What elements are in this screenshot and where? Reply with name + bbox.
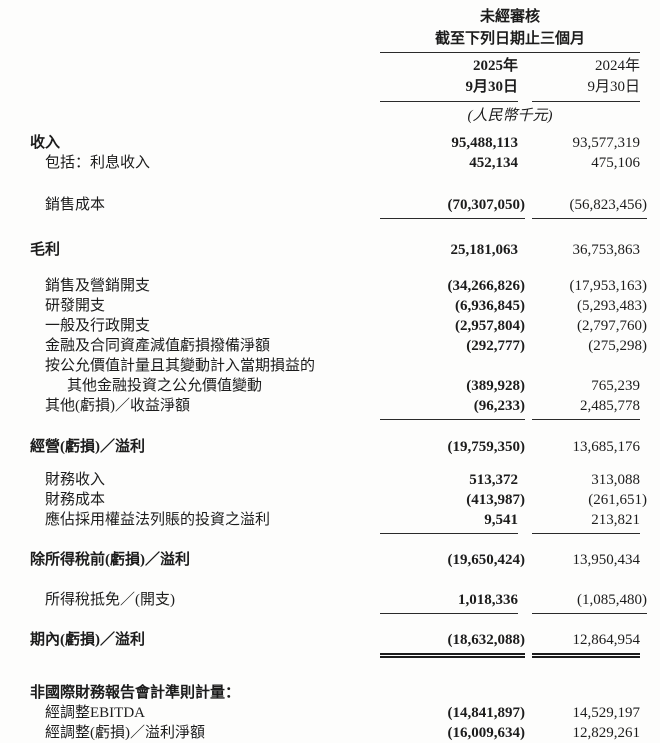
- value-2025: 1,018,336: [380, 590, 518, 614]
- row-label: 研發開支: [45, 298, 106, 314]
- table-row: 其他金融投資之公允價值變動 (389,928) 765,239: [30, 376, 640, 396]
- row-label: 所得稅抵免／(開支): [45, 592, 175, 608]
- value-2024: 213,821: [532, 510, 640, 534]
- column-header-2025-year: 2025年: [472, 58, 518, 74]
- row-label: 經調整(虧損)／溢利淨額: [45, 725, 205, 741]
- header-rule: [380, 50, 640, 53]
- value-2025: (18,632,088): [380, 630, 525, 658]
- column-header-2025-date: 9月30日: [380, 77, 518, 102]
- table-row: 包括：利息收入 452,134 475,106: [30, 153, 640, 173]
- value-2024: 14,529,197: [572, 705, 641, 721]
- value-2025: 25,181,063: [450, 242, 519, 258]
- value-2025: (19,759,350): [447, 439, 526, 455]
- table-row: 銷售及營銷開支 (34,266,826) (17,953,163): [30, 276, 647, 296]
- table-row: 其他(虧損)／收益淨額 (96,233) 2,485,778: [30, 396, 640, 420]
- table-row: 收入 95,488,113 93,577,319: [30, 133, 640, 153]
- value-2024: (2,797,760): [577, 318, 647, 334]
- value-2024: 313,088: [591, 472, 640, 488]
- row-label: 財務收入: [45, 472, 106, 488]
- table-row: 除所得稅前(虧損)／溢利 (19,650,424) 13,950,434: [30, 550, 640, 570]
- row-label: 經調整EBITDA: [45, 705, 145, 721]
- value-2025: 452,134: [469, 155, 518, 171]
- row-label: 收入: [30, 135, 61, 151]
- value-2025: (6,936,845): [455, 298, 525, 314]
- value-2025: (292,777): [466, 338, 525, 354]
- table-row: 應佔採用權益法列賬的投資之溢利 9,541 213,821: [30, 510, 640, 534]
- value-2024: (1,085,480): [532, 590, 647, 614]
- value-2025: (70,307,050): [380, 195, 525, 219]
- table-row: 毛利 25,181,063 36,753,863: [30, 240, 640, 260]
- row-label: 應佔採用權益法列賬的投資之溢利: [45, 512, 271, 528]
- row-label: 毛利: [30, 242, 61, 258]
- table-row: 研發開支 (6,936,845) (5,293,483): [30, 296, 647, 316]
- table-row: 期內(虧損)／溢利 (18,632,088) 12,864,954: [30, 630, 640, 658]
- table-row: 金融及合同資產減值虧損撥備淨額 (292,777) (275,298): [30, 336, 647, 356]
- value-2024: 2,485,778: [532, 396, 640, 420]
- table-row: 所得稅抵免／(開支) 1,018,336 (1,085,480): [30, 590, 647, 614]
- value-2024: (5,293,483): [577, 298, 647, 314]
- value-2025: (16,009,634): [447, 725, 526, 741]
- row-label: 非國際財務報告會計準則計量：: [30, 685, 241, 701]
- value-2024: 12,864,954: [532, 630, 640, 658]
- unaudited-label: 未經審核: [479, 9, 540, 25]
- value-2025: 9,541: [380, 510, 518, 534]
- currency-note: (人民幣千元): [467, 108, 553, 124]
- value-2024: (261,651): [588, 492, 647, 508]
- table-row: 經調整(虧損)／溢利淨額 (16,009,634) 12,829,261: [30, 723, 640, 743]
- value-2025: (19,650,424): [447, 552, 526, 568]
- column-header-2024-date: 9月30日: [532, 77, 640, 102]
- row-label: 銷售及營銷開支: [45, 278, 151, 294]
- row-label: 財務成本: [45, 492, 106, 508]
- table-row: 一般及行政開支 (2,957,804) (2,797,760): [30, 316, 647, 336]
- value-2024: (56,823,456): [532, 195, 647, 219]
- value-2025: (413,987): [466, 492, 525, 508]
- value-2025: 513,372: [469, 472, 518, 488]
- value-2024: 13,685,176: [572, 439, 641, 455]
- statement-table: 收入 95,488,113 93,577,319 包括：利息收入 452,134…: [30, 133, 647, 743]
- value-2025: (96,233): [380, 396, 525, 420]
- column-header-2024-year: 2024年: [594, 58, 640, 74]
- row-label: 包括：利息收入: [45, 155, 151, 171]
- value-2024: (275,298): [588, 338, 647, 354]
- value-2024: 36,753,863: [572, 242, 641, 258]
- period-title: 截至下列日期止三個月: [434, 31, 585, 47]
- row-label: 經營(虧損)／溢利: [30, 439, 145, 455]
- value-2025: (34,266,826): [447, 278, 526, 294]
- table-row: 按公允價值計量且其變動計入當期損益的: [30, 356, 640, 376]
- value-2025: (14,841,897): [447, 705, 526, 721]
- row-label: 其他金融投資之公允價值變動: [67, 378, 263, 394]
- table-row: 經調整EBITDA (14,841,897) 14,529,197: [30, 703, 640, 723]
- value-2024: 13,950,434: [572, 552, 641, 568]
- value-2024: 12,829,261: [572, 725, 641, 741]
- value-2025: (2,957,804): [455, 318, 525, 334]
- statement-header: 未經審核 截至下列日期止三個月 2025年 2024年 9月30日 9月30日 …: [30, 6, 640, 127]
- value-2024: 765,239: [591, 378, 640, 394]
- row-label: 銷售成本: [45, 197, 106, 213]
- row-label: 期內(虧損)／溢利: [30, 632, 145, 648]
- table-row: 非國際財務報告會計準則計量：: [30, 683, 640, 703]
- table-row: 財務成本 (413,987) (261,651): [30, 490, 647, 510]
- value-2025: 95,488,113: [451, 135, 518, 151]
- value-2024: (17,953,163): [569, 278, 648, 294]
- value-2024: 475,106: [591, 155, 640, 171]
- value-2024: 93,577,319: [572, 135, 641, 151]
- value-2025: (389,928): [466, 378, 525, 394]
- table-row: 經營(虧損)／溢利 (19,759,350) 13,685,176: [30, 437, 640, 457]
- table-row: 財務收入 513,372 313,088: [30, 470, 640, 490]
- row-label: 按公允價值計量且其變動計入當期損益的: [45, 358, 316, 374]
- row-label: 金融及合同資產減值虧損撥備淨額: [45, 338, 271, 354]
- table-row: 銷售成本 (70,307,050) (56,823,456): [30, 195, 647, 219]
- row-label: 除所得稅前(虧損)／溢利: [30, 552, 190, 568]
- row-label: 一般及行政開支: [45, 318, 151, 334]
- row-label: 其他(虧損)／收益淨額: [45, 398, 190, 414]
